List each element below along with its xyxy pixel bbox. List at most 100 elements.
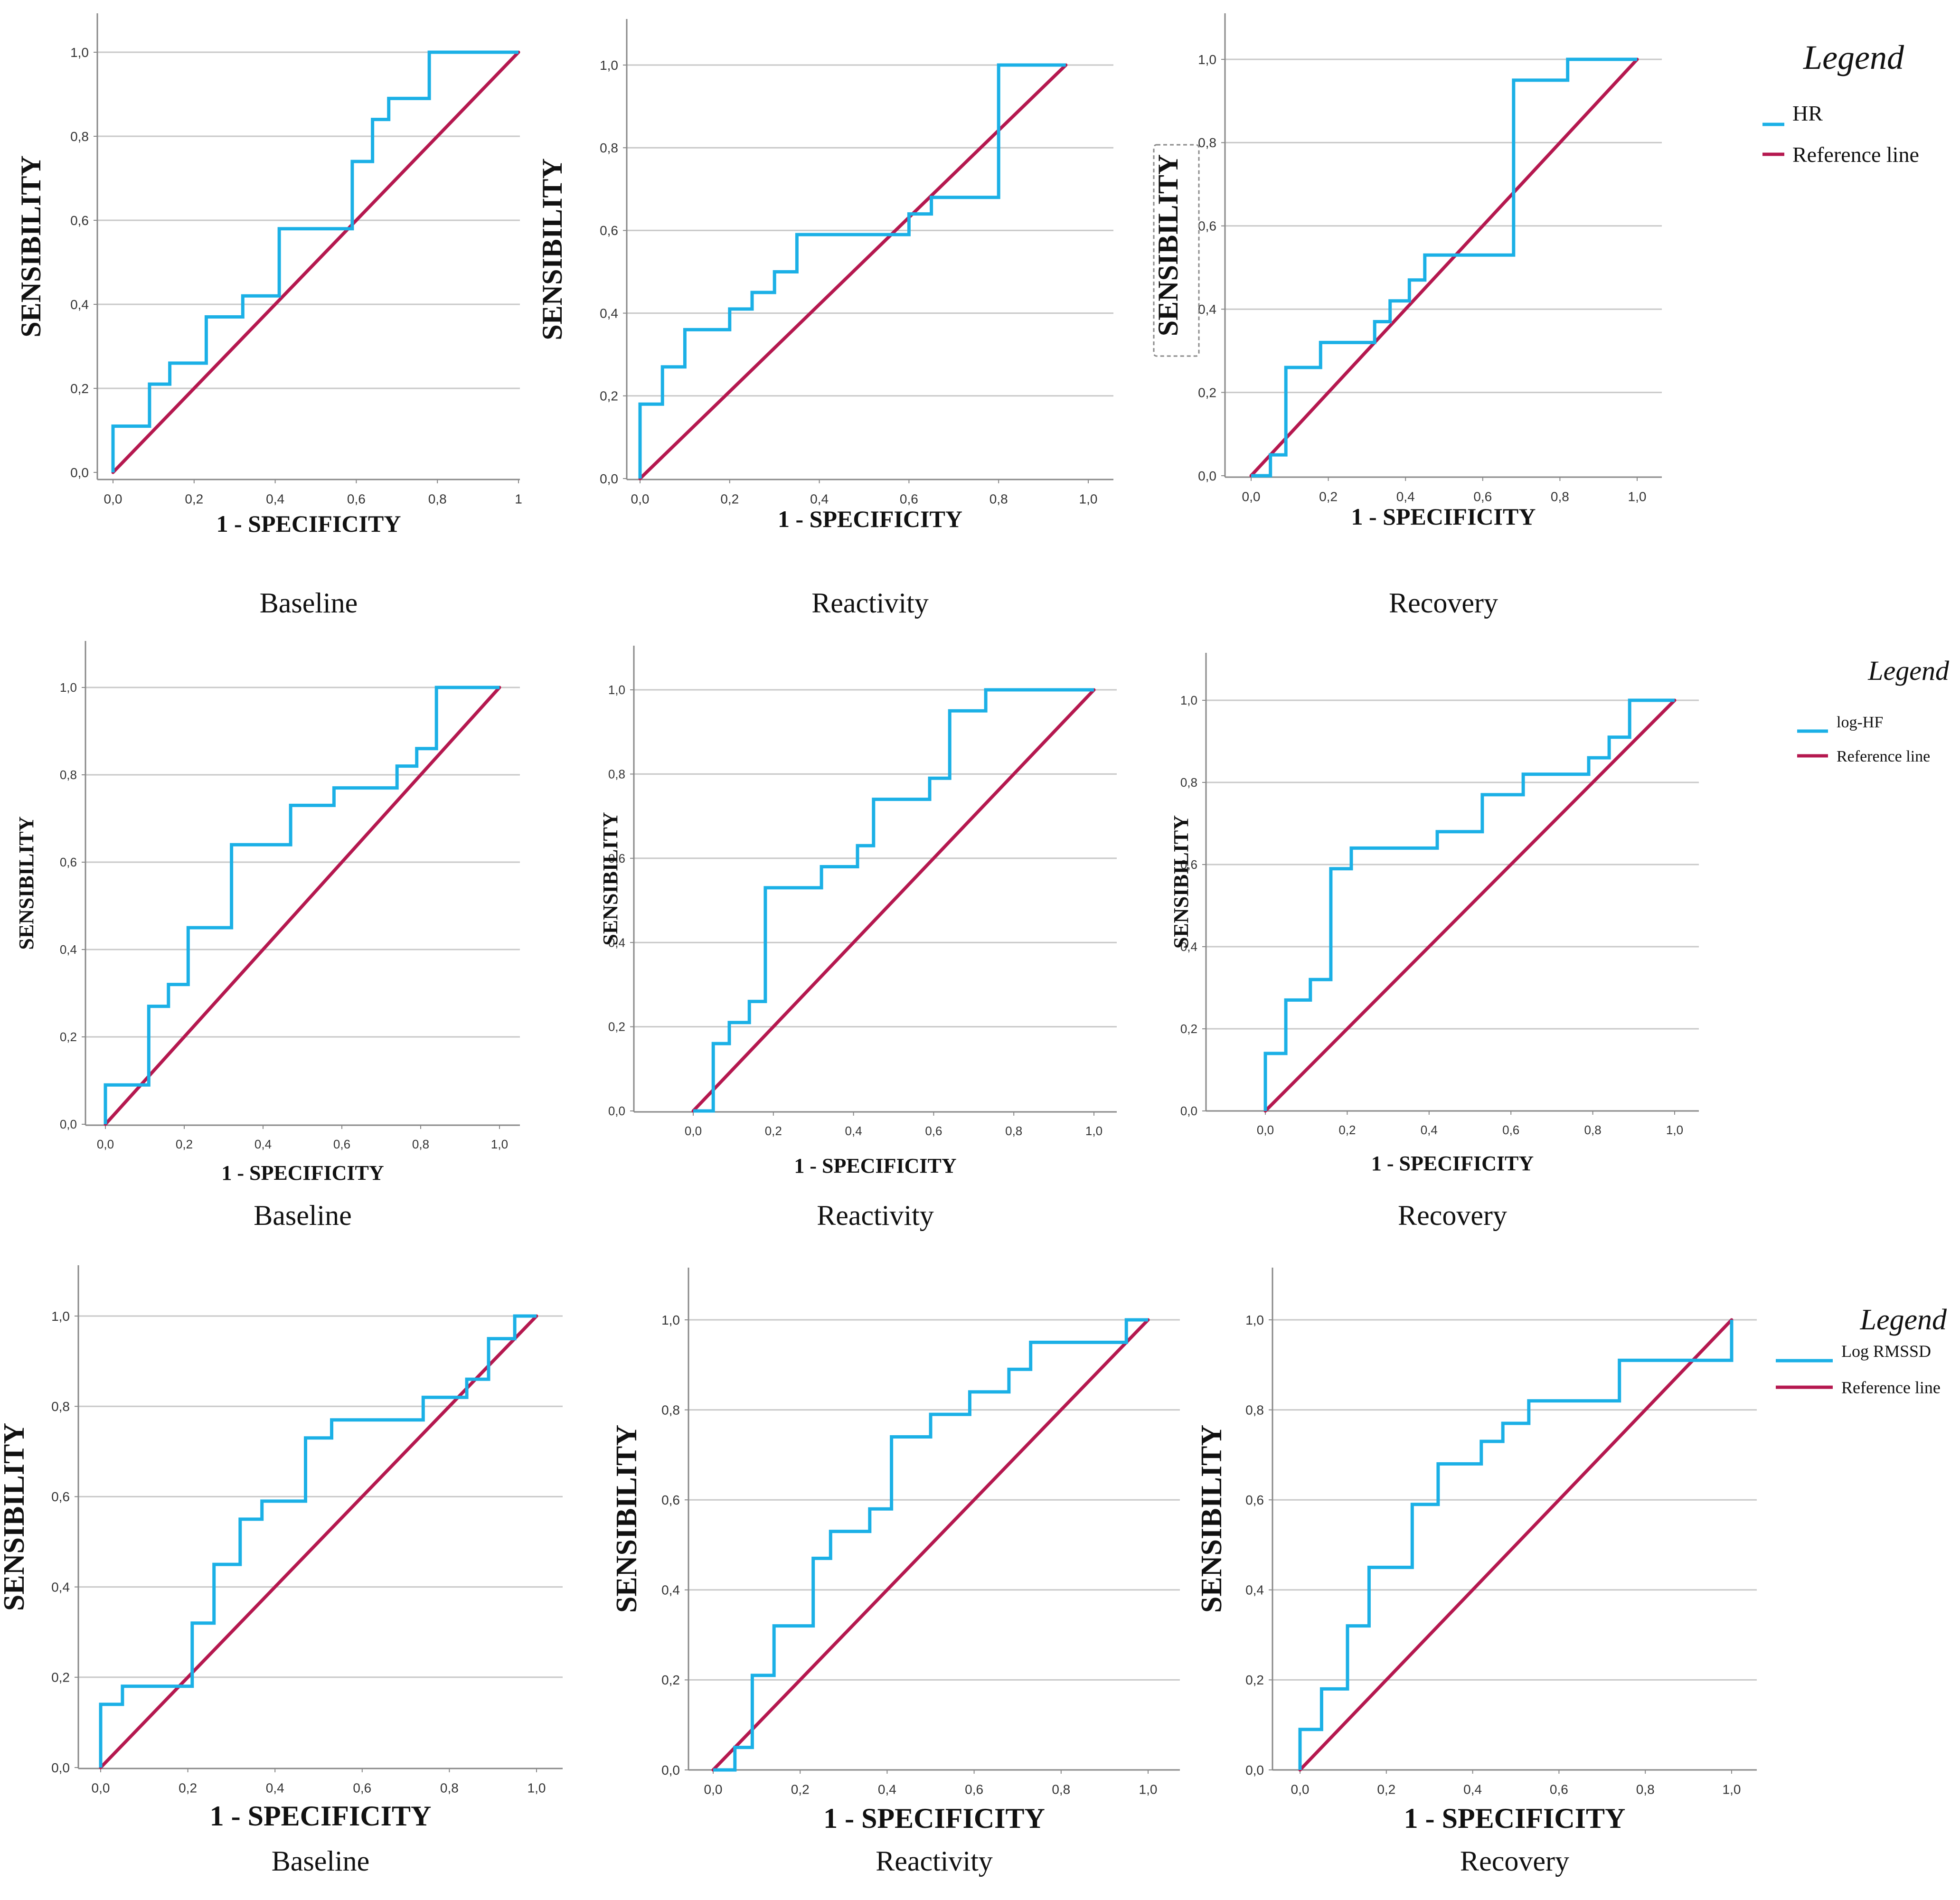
y-tick-label: 0,2	[70, 381, 89, 396]
x-axis-title: 1 - SPECIFICITY	[217, 510, 401, 537]
x-tick-label: 1,0	[1079, 491, 1098, 506]
y-tick-label: 0,6	[600, 223, 618, 238]
y-tick-label: 0,0	[1245, 1763, 1264, 1778]
x-axis-title: 1 - SPECIFICITY	[778, 506, 962, 532]
y-axis-title: SENSIBILITY	[15, 155, 47, 338]
x-axis-title: 1 - SPECIFICITY	[794, 1154, 956, 1177]
x-tick-label: 0,2	[179, 1780, 197, 1795]
y-tick-label: 0,6	[1245, 1493, 1264, 1507]
x-tick-label: 0,0	[1257, 1123, 1274, 1137]
reference-line	[1263, 698, 1677, 1113]
x-tick-label: 1	[515, 491, 522, 506]
y-tick-label: 0,0	[1180, 1104, 1197, 1118]
y-tick-label: 0,2	[1245, 1673, 1264, 1687]
y-tick-label: 0,6	[1198, 219, 1216, 234]
legend-reference-label: Reference line	[1837, 748, 1930, 765]
x-tick-label: 0,2	[1338, 1123, 1356, 1137]
x-tick-label: 0,2	[176, 1137, 193, 1151]
condition-label: Recovery	[1389, 587, 1498, 619]
y-tick-label: 0,8	[661, 1402, 680, 1417]
y-tick-label: 0,6	[661, 1493, 680, 1507]
y-tick-label: 1,0	[51, 1309, 70, 1324]
roc-curve	[1263, 698, 1675, 1111]
roc-curve	[99, 1314, 537, 1768]
x-tick-label: 0,4	[878, 1782, 896, 1797]
x-tick-label: 0,6	[347, 491, 366, 506]
roc-panel-5: 0,0 0,2 0,4 0,6 0,8 1,0 0,0 0,2 0,4 0,6 0,8 1,0 1 - …	[599, 646, 1117, 1231]
y-tick-label: 1,0	[600, 58, 618, 73]
x-tick-label: 0,2	[791, 1782, 810, 1797]
x-tick-label: 0,8	[412, 1137, 429, 1151]
y-tick-label: 1,0	[1198, 52, 1216, 67]
y-axis-title: SENSIBILITY	[537, 158, 568, 340]
roc-panel-1: 0,0 0,2 0,4 0,6 0,8 1,0 0,0 0,2 0,4 0,6 0,8 1 1 - SP…	[15, 13, 522, 619]
x-tick-label: 0,8	[989, 491, 1008, 506]
y-tick-label: 0,0	[51, 1760, 70, 1775]
x-axis-title: 1 - SPECIFICITY	[1351, 503, 1536, 530]
selection-box	[1153, 144, 1200, 357]
x-tick-label: 0,2	[185, 491, 203, 506]
x-tick-label: 1,0	[1666, 1123, 1683, 1137]
roc-curve	[111, 50, 518, 472]
y-tick-label: 0,6	[70, 213, 89, 228]
x-tick-label: 0,6	[1550, 1782, 1568, 1797]
x-tick-label: 0,0	[631, 491, 650, 506]
x-tick-label: 0,0	[97, 1137, 114, 1151]
y-tick-label: 0,4	[1180, 940, 1197, 954]
x-tick-label: 0,2	[720, 491, 739, 506]
y-tick-label: 0,4	[70, 297, 89, 312]
y-tick-label: 0,4	[1198, 302, 1216, 317]
x-tick-label: 0,4	[254, 1137, 272, 1151]
y-tick-label: 1,0	[70, 45, 89, 60]
y-tick-label: 0,8	[600, 141, 618, 155]
legend-reference-label: Reference line	[1792, 142, 1919, 167]
y-tick-label: 1,0	[1245, 1313, 1264, 1327]
roc-panel-4: 0,0 0,2 0,4 0,6 0,8 1,0 0,0 0,2 0,4 0,6 0,8 1,0 1 - …	[15, 641, 520, 1231]
x-axis-title: 1 - SPECIFICITY	[210, 1800, 432, 1832]
y-tick-label: 0,2	[1180, 1022, 1197, 1036]
x-tick-label: 1,0	[1139, 1782, 1158, 1797]
x-tick-label: 0,8	[1636, 1782, 1655, 1797]
legend-title: Legend	[1867, 655, 1950, 686]
x-axis-title: 1 - SPECIFICITY	[1404, 1803, 1626, 1834]
y-tick-label: 0,6	[51, 1489, 70, 1504]
y-tick-label: 1,0	[608, 683, 625, 697]
y-tick-label: 0,6	[60, 855, 77, 869]
x-tick-label: 1,0	[1085, 1124, 1102, 1138]
x-tick-label: 0,4	[845, 1124, 862, 1138]
x-tick-label: 0,8	[1584, 1123, 1602, 1137]
y-tick-label: 0,2	[600, 389, 618, 404]
y-tick-label: 0,0	[608, 1104, 625, 1118]
x-tick-label: 1,0	[1723, 1782, 1741, 1797]
x-tick-label: 0,4	[1463, 1782, 1482, 1797]
condition-label: Baseline	[260, 587, 358, 619]
legend-1: Legend HR Reference line	[1762, 38, 1919, 167]
x-tick-label: 0,4	[1396, 489, 1415, 504]
roc-curve	[638, 63, 1066, 479]
y-tick-label: 0,0	[600, 471, 618, 486]
y-tick-label: 0,6	[608, 851, 625, 865]
roc-curve	[1251, 57, 1637, 478]
condition-label: Recovery	[1398, 1200, 1507, 1231]
x-tick-label: 0,8	[1005, 1124, 1022, 1138]
x-axis-title: 1 - SPECIFICITY	[221, 1161, 384, 1185]
x-tick-label: 0,2	[765, 1124, 782, 1138]
legend-title: Legend	[1803, 38, 1904, 76]
x-tick-label: 0,6	[333, 1137, 350, 1151]
legend-3: Legend Log RMSSD Reference line	[1776, 1304, 1947, 1397]
roc-curve	[1298, 1320, 1734, 1770]
y-tick-label: 1,0	[1180, 693, 1197, 707]
x-tick-label: 0,6	[925, 1124, 942, 1138]
x-tick-label: 0,0	[685, 1124, 702, 1138]
x-tick-label: 0,8	[1052, 1782, 1070, 1797]
y-tick-label: 0,0	[661, 1763, 680, 1778]
x-tick-label: 0,6	[900, 491, 918, 506]
reference-line	[1298, 1318, 1734, 1772]
y-tick-label: 0,4	[608, 935, 625, 950]
roc-panel-3: 0,0 0,2 0,4 0,6 0,8 1,0 0,0 0,2 0,4 0,6 0,8 1,0 1 - …	[1152, 13, 1662, 619]
y-tick-label: 0,0	[1198, 469, 1216, 483]
y-tick-label: 0,8	[60, 768, 77, 782]
y-tick-label: 0,2	[60, 1030, 77, 1044]
roc-curve	[104, 686, 499, 1124]
x-tick-label: 0,2	[1319, 489, 1338, 504]
